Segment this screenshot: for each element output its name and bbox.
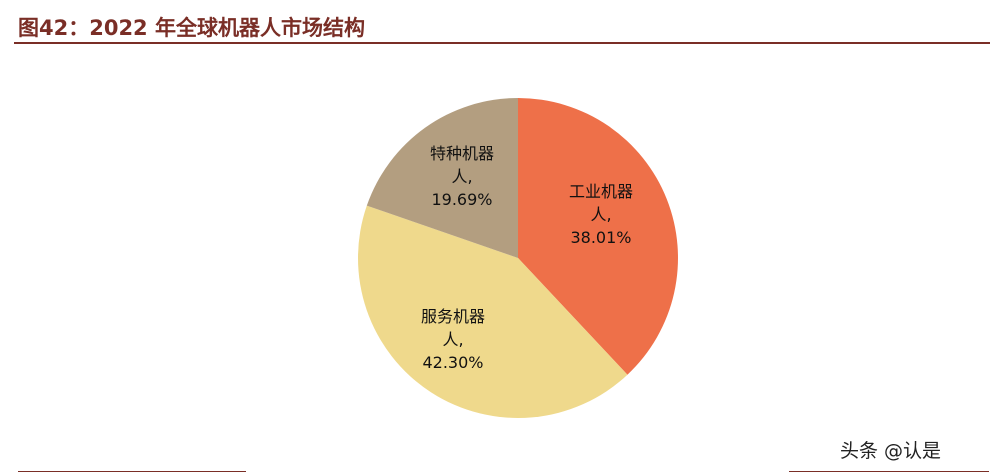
watermark: 头条 @认是 [840,440,942,462]
title-divider [14,42,990,44]
slice-label-line: 人, [451,167,472,186]
slice-label: 特种机器人, 19.69% [430,144,494,209]
slice-label-line: 特种机器 [430,144,494,163]
slice-label-line: 人, [590,205,611,224]
slice-label-line: 工业机器 [569,182,633,201]
slice-label-line: 人, [442,330,463,349]
pie-slice [366,98,518,258]
bottom-divider-right [789,471,989,472]
pie-slice [357,205,628,418]
slice-label-line: 42.30% [422,353,483,372]
slice-label-line: 服务机器 [421,307,485,326]
pie-slice [518,98,678,375]
slice-label: 服务机器人, 42.30% [421,307,485,372]
slice-label: 工业机器人, 38.01% [569,182,633,247]
chart-title: 图42：2022 年全球机器人市场结构 [18,16,365,40]
slice-label-line: 38.01% [570,228,631,247]
bottom-divider-left [18,471,246,472]
slice-label-line: 19.69% [431,190,492,209]
